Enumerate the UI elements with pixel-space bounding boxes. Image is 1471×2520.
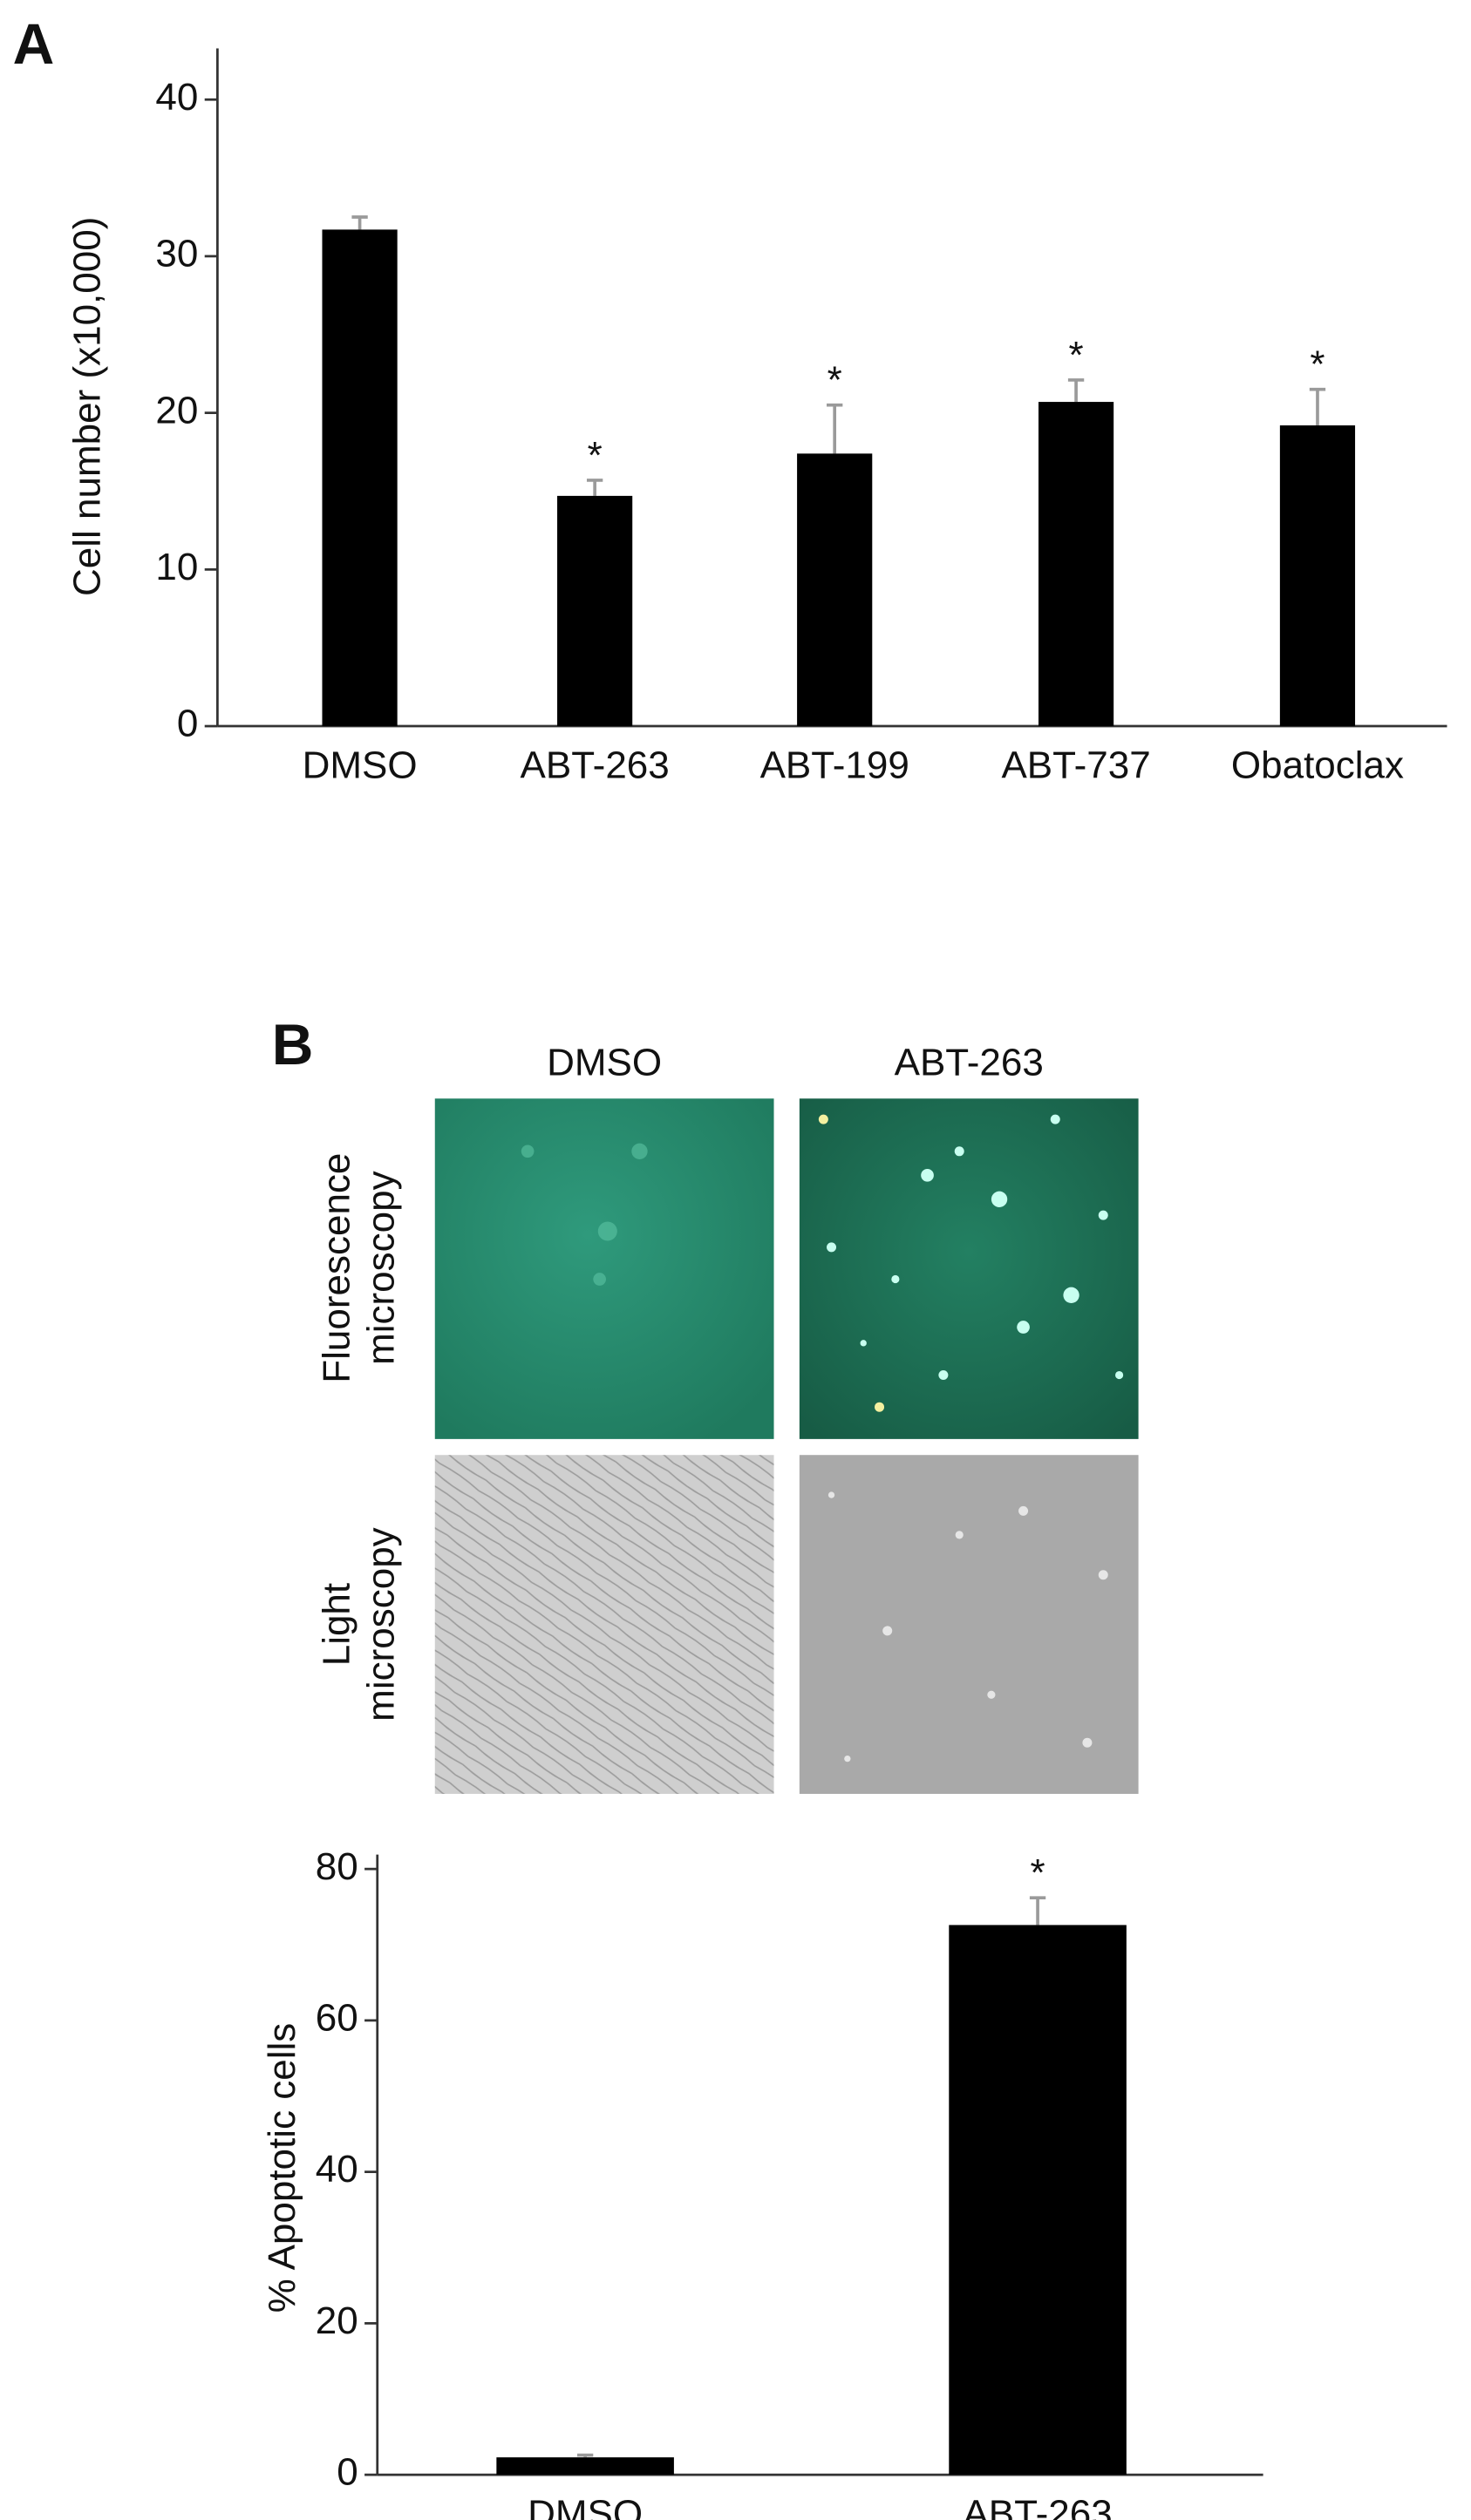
bar bbox=[797, 453, 873, 727]
significance-mark: * bbox=[1069, 334, 1084, 377]
significance-mark: * bbox=[1310, 343, 1325, 386]
bar bbox=[496, 2457, 674, 2476]
bar bbox=[322, 229, 398, 727]
row-label: microscopy bbox=[360, 1171, 403, 1365]
y-tick-label: 40 bbox=[316, 2148, 358, 2191]
significance-mark: * bbox=[1031, 1851, 1045, 1894]
y-tick-label: 20 bbox=[155, 389, 198, 431]
significance-mark: * bbox=[827, 359, 842, 402]
x-tick-label: DMSO bbox=[528, 2492, 643, 2520]
row-label: Light bbox=[315, 1583, 358, 1666]
bar bbox=[557, 495, 633, 727]
column-label: DMSO bbox=[547, 1041, 662, 1083]
y-tick-label: 0 bbox=[337, 2451, 358, 2494]
y-tick-label: 10 bbox=[155, 546, 198, 588]
fluorescence-abt263 bbox=[799, 1098, 1139, 1439]
y-tick-label: 80 bbox=[316, 1845, 358, 1888]
significance-mark: * bbox=[588, 434, 603, 477]
bar bbox=[1038, 402, 1114, 727]
x-tick-label: ABT-737 bbox=[1001, 744, 1150, 786]
y-tick-label: 0 bbox=[177, 703, 198, 745]
light-abt263 bbox=[799, 1455, 1139, 1794]
row-label: microscopy bbox=[360, 1527, 403, 1722]
x-tick-label: ABT-199 bbox=[760, 744, 909, 786]
y-axis-label: Cell number (x10,000) bbox=[65, 217, 108, 596]
fluorescence-dmso-cells bbox=[521, 1143, 648, 1286]
light-abt263-cells bbox=[827, 1491, 1108, 1763]
bar bbox=[949, 1925, 1127, 2476]
y-tick-label: 40 bbox=[155, 76, 198, 119]
y-tick-label: 60 bbox=[316, 1997, 358, 2040]
micrograph-images bbox=[434, 1098, 1139, 1794]
y-axis-label: % Apoptotic cells bbox=[261, 2023, 303, 2313]
fluorescence-dmso bbox=[434, 1098, 774, 1439]
column-label: ABT-263 bbox=[895, 1041, 1044, 1083]
bar bbox=[1279, 425, 1356, 727]
x-tick-label: ABT-263 bbox=[521, 744, 670, 786]
x-tick-label: Obatoclax bbox=[1231, 744, 1404, 786]
x-tick-label: ABT-263 bbox=[963, 2492, 1112, 2520]
panel-label: A bbox=[13, 11, 55, 76]
row-label: Fluorescence bbox=[315, 1153, 358, 1383]
panel-label: B bbox=[272, 1012, 314, 1077]
y-tick-label: 30 bbox=[155, 233, 198, 275]
x-tick-label: DMSO bbox=[303, 744, 418, 786]
light-dmso bbox=[434, 1455, 774, 1794]
fluorescence-abt263-cells bbox=[818, 1114, 1124, 1412]
y-tick-label: 20 bbox=[316, 2299, 358, 2342]
